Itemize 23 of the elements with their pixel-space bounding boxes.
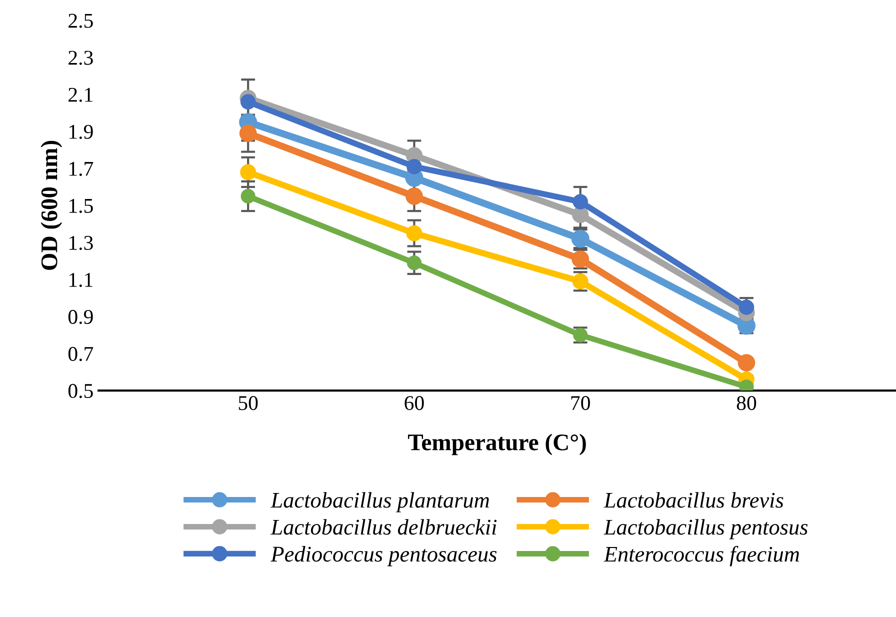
legend-label: Lactobacillus pentosus bbox=[604, 519, 808, 540]
y-tick-label: 0.9 bbox=[68, 310, 93, 324]
x-tick-label: 50 bbox=[238, 396, 258, 410]
y-tick-label: 0.7 bbox=[68, 346, 94, 362]
y-axis-title: OD (600 nm) bbox=[40, 140, 62, 270]
y-tick-label: 0.5 bbox=[68, 384, 93, 398]
x-axis-title: Temperature (C°) bbox=[408, 434, 586, 456]
y-tick-label: 1.5 bbox=[69, 198, 93, 213]
x-tick-label: 80 bbox=[736, 396, 756, 410]
x-tick-label: 70 bbox=[571, 396, 590, 410]
y-tick-label: 1.7 bbox=[69, 162, 94, 176]
y-tick-label: 1.1 bbox=[69, 272, 92, 288]
y-tick-label: 1.9 bbox=[69, 124, 93, 139]
y-tick-label: 1.3 bbox=[69, 236, 93, 250]
x-tick-label: 60 bbox=[404, 396, 424, 410]
legend-label: Lactobacillus delbrueckii bbox=[270, 519, 497, 535]
legend-label: Lactobacillus plantarum bbox=[270, 492, 489, 512]
legend-label: Enterococcus faecium bbox=[604, 546, 799, 566]
y-tick-label: 2.1 bbox=[68, 88, 92, 102]
legend-label: Lactobacillus brevis bbox=[604, 492, 784, 508]
legend-label: Pediococcus pentosaceus bbox=[270, 546, 497, 566]
y-tick-label: 2.3 bbox=[68, 50, 93, 65]
y-tick-label: 2.5 bbox=[68, 14, 93, 28]
